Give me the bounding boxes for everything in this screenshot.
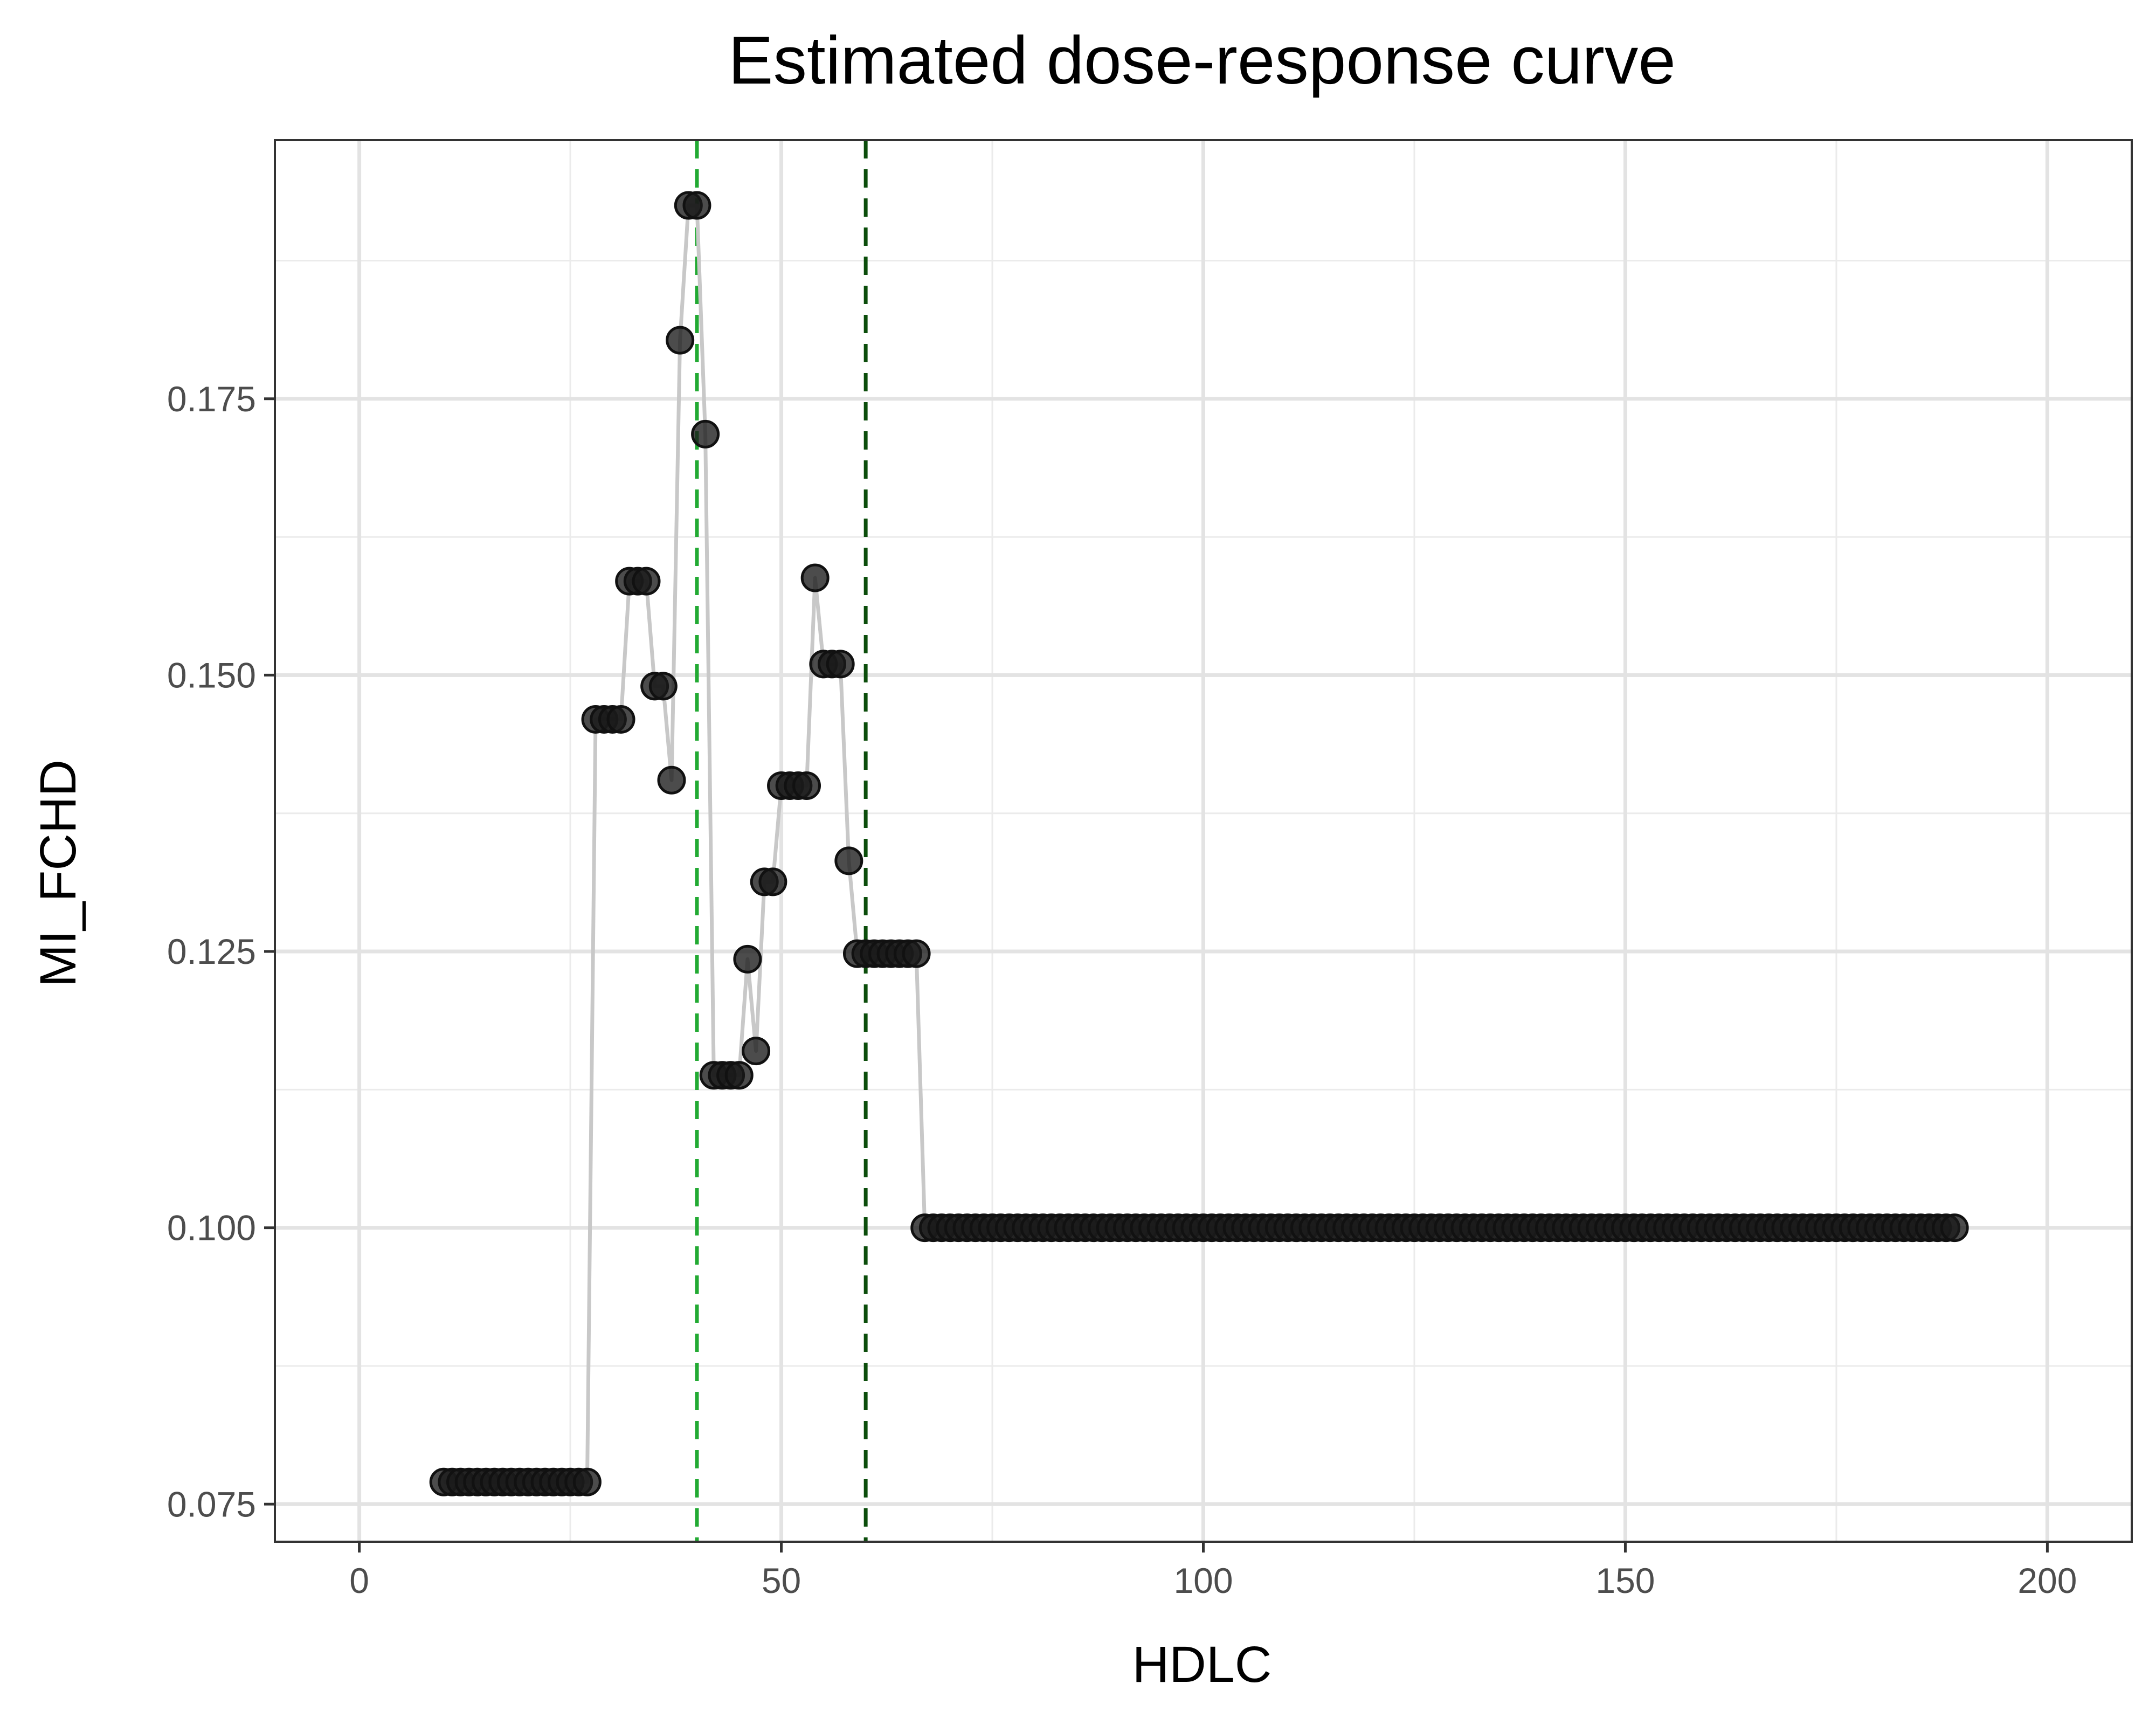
- data-point: [572, 1467, 602, 1496]
- reference-lines: [695, 140, 868, 1542]
- data-point: [792, 771, 821, 800]
- y-tick-label: 0.075: [167, 1484, 256, 1524]
- data-point: [682, 191, 711, 220]
- y-tick-label: 0.175: [167, 379, 256, 419]
- x-tick-label: 100: [1173, 1561, 1233, 1600]
- data-point: [1940, 1213, 1969, 1243]
- x-tick-label: 150: [1595, 1561, 1655, 1600]
- data-point: [691, 419, 720, 448]
- x-tick-label: 200: [2017, 1561, 2077, 1600]
- chart-title: Estimated dose-response curve: [728, 23, 1676, 98]
- series-polyline: [444, 203, 1955, 1484]
- data-point: [834, 846, 863, 875]
- x-tick-label: 0: [349, 1561, 369, 1600]
- data-point: [800, 563, 830, 592]
- y-axis-title: MI_FCHD: [30, 760, 87, 987]
- data-point: [657, 765, 686, 795]
- data-point: [606, 705, 635, 734]
- series-line: [444, 203, 1955, 1484]
- y-tick-label: 0.150: [167, 655, 256, 695]
- grid-lines: [275, 140, 2132, 1542]
- y-tick-label: 0.100: [167, 1208, 256, 1248]
- data-points: [429, 191, 1969, 1496]
- data-point: [902, 939, 931, 968]
- data-point: [724, 1061, 754, 1090]
- data-point: [648, 672, 678, 701]
- data-point: [826, 650, 855, 679]
- x-tick-label: 50: [762, 1561, 801, 1600]
- axes: 0 50 100 150 200 0.075 0.100 0.125 0.150 0.175: [167, 379, 2077, 1600]
- data-point: [733, 944, 762, 974]
- x-axis-title: HDLC: [1132, 1636, 1272, 1693]
- data-point: [632, 567, 661, 596]
- data-point: [666, 326, 695, 355]
- data-point: [758, 867, 787, 896]
- data-point: [742, 1037, 771, 1066]
- y-tick-label: 0.125: [167, 932, 256, 971]
